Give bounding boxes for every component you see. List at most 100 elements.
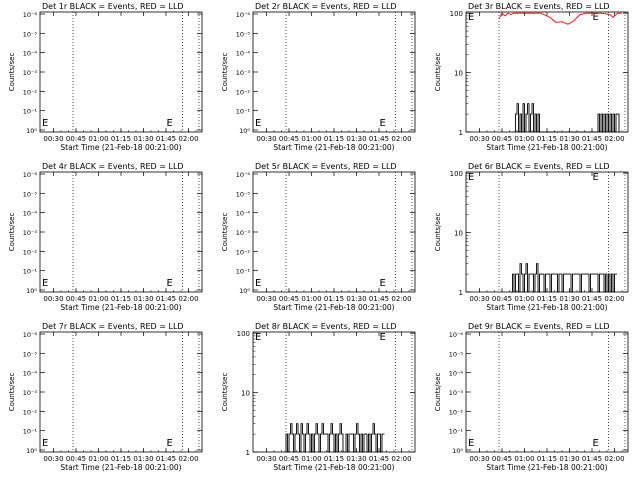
x-axis-label: Start Time (21-Feb-18 00:21:00) (60, 463, 181, 472)
y-tick-label: 100 (237, 330, 250, 338)
x-tick-label: 00:30 (256, 455, 276, 463)
plot-frame (39, 331, 203, 453)
x-tick-label: 01:45 (582, 455, 602, 463)
y-axis-label: Counts/sec (221, 53, 229, 92)
y-tick-label: 10⁻⁵ (449, 350, 464, 358)
y-tick-label: 10⁰ (239, 287, 250, 295)
panel-title: Det 7r BLACK = Events, RED = LLD (42, 322, 184, 331)
panel-title: Det 3r BLACK = Events, RED = LLD (468, 2, 610, 11)
x-tick-label: 00:30 (256, 135, 276, 143)
x-tick-label: 01:45 (156, 455, 176, 463)
x-axis-label: Start Time (21-Feb-18 00:21:00) (486, 143, 607, 152)
x-axis-label: Start Time (21-Feb-18 00:21:00) (60, 303, 181, 312)
y-axis-label: Counts/sec (221, 213, 229, 252)
x-tick-label: 01:30 (559, 455, 579, 463)
panel-det1: Det 1r BLACK = Events, RED = LLD 00:30 00:… (8, 2, 203, 152)
x-tick-label: 00:30 (469, 295, 489, 303)
data-marker-e: E (255, 278, 261, 289)
x-tick-label: 01:45 (369, 135, 389, 143)
y-tick-label: 10⁻² (236, 248, 251, 256)
y-tick-label: 10⁻³ (23, 69, 38, 77)
y-tick-label: 10 (454, 70, 463, 78)
y-tick-label: 10⁻⁴ (23, 50, 38, 58)
y-tick-label: 10⁻³ (236, 69, 251, 77)
x-tick-label: 01:15 (324, 135, 344, 143)
x-tick-label: 01:00 (514, 455, 534, 463)
x-tick-label: 01:00 (301, 455, 321, 463)
y-axis-label: Counts/sec (434, 373, 442, 412)
x-tick-label: 01:15 (111, 455, 131, 463)
data-marker-e: E (593, 438, 599, 449)
y-tick-label: 10⁻¹ (23, 428, 38, 436)
x-tick-label: 01:15 (537, 295, 557, 303)
data-marker-e: E (468, 172, 474, 183)
x-axis-label: Start Time (21-Feb-18 00:21:00) (273, 463, 394, 472)
y-tick-label: 100 (450, 10, 463, 18)
data-marker-e: E (468, 12, 474, 23)
x-tick-label: 01:00 (88, 455, 108, 463)
y-tick-label: 1 (459, 289, 463, 297)
y-tick-label: 10⁻² (23, 408, 38, 416)
y-tick-label: 10⁻³ (23, 389, 38, 397)
x-tick-label: 01:30 (559, 295, 579, 303)
y-tick-label: 10 (241, 390, 250, 398)
x-tick-label: 02:00 (391, 295, 411, 303)
data-marker-e: E (42, 118, 48, 129)
y-tick-label: 10⁻⁵ (236, 30, 251, 38)
x-tick-label: 00:45 (279, 295, 299, 303)
panel-title: Det 1r BLACK = Events, RED = LLD (42, 2, 184, 11)
x-tick-label: 02:00 (391, 135, 411, 143)
y-tick-label: 1 (246, 449, 250, 457)
x-tick-label: 00:45 (66, 295, 86, 303)
y-tick-label: 10⁻⁶ (23, 11, 38, 19)
plot-frame (252, 11, 416, 133)
x-tick-label: 01:15 (324, 455, 344, 463)
panel-det6: Det 6r BLACK = Events, RED = LLD 00:30 00:… (434, 162, 629, 312)
x-tick-label: 01:15 (537, 135, 557, 143)
plot-frame (465, 331, 629, 453)
x-tick-label: 02:00 (178, 135, 198, 143)
x-tick-label: 01:00 (514, 295, 534, 303)
x-tick-label: 00:45 (492, 135, 512, 143)
x-tick-label: 01:30 (346, 455, 366, 463)
y-tick-label: 10⁻⁴ (449, 370, 464, 378)
plot-frame (252, 171, 416, 293)
x-tick-label: 01:15 (111, 295, 131, 303)
y-tick-label: 10⁻⁵ (236, 190, 251, 198)
data-marker-e: E (255, 118, 261, 129)
x-tick-label: 02:00 (604, 135, 624, 143)
y-tick-label: 10⁻⁴ (23, 210, 38, 218)
x-tick-label: 01:45 (582, 135, 602, 143)
x-tick-label: 01:30 (346, 135, 366, 143)
x-tick-label: 01:45 (156, 135, 176, 143)
y-tick-label: 100 (450, 170, 463, 178)
panel-title: Det 2r BLACK = Events, RED = LLD (255, 2, 397, 11)
y-tick-label: 10⁰ (26, 287, 37, 295)
y-tick-label: 10⁻³ (236, 229, 251, 237)
data-marker-e: E (255, 332, 261, 343)
panel-det5: Det 5r BLACK = Events, RED = LLD 00:30 00:… (221, 162, 416, 312)
data-marker-e: E (593, 12, 599, 23)
data-marker-e: E (380, 278, 386, 289)
y-tick-label: 10 (454, 230, 463, 238)
data-marker-e: E (468, 438, 474, 449)
x-tick-label: 01:00 (301, 295, 321, 303)
y-axis-label: Counts/sec (434, 53, 442, 92)
x-tick-label: 01:00 (301, 135, 321, 143)
y-tick-label: 10⁻¹ (449, 428, 464, 436)
data-marker-e: E (380, 118, 386, 129)
y-tick-label: 10⁻⁶ (236, 11, 251, 19)
x-tick-label: 00:30 (469, 455, 489, 463)
panel-det2: Det 2r BLACK = Events, RED = LLD 00:30 00:… (221, 2, 416, 152)
x-tick-label: 02:00 (604, 295, 624, 303)
x-tick-label: 00:30 (43, 135, 63, 143)
x-tick-label: 00:45 (492, 295, 512, 303)
series-events (284, 423, 385, 453)
y-tick-label: 10⁻² (23, 88, 38, 96)
x-tick-label: 00:30 (43, 295, 63, 303)
plot-frame (39, 171, 203, 293)
y-tick-label: 10⁻⁶ (236, 171, 251, 179)
y-axis-label: Counts/sec (8, 373, 16, 412)
y-tick-label: 10⁻⁶ (23, 331, 38, 339)
